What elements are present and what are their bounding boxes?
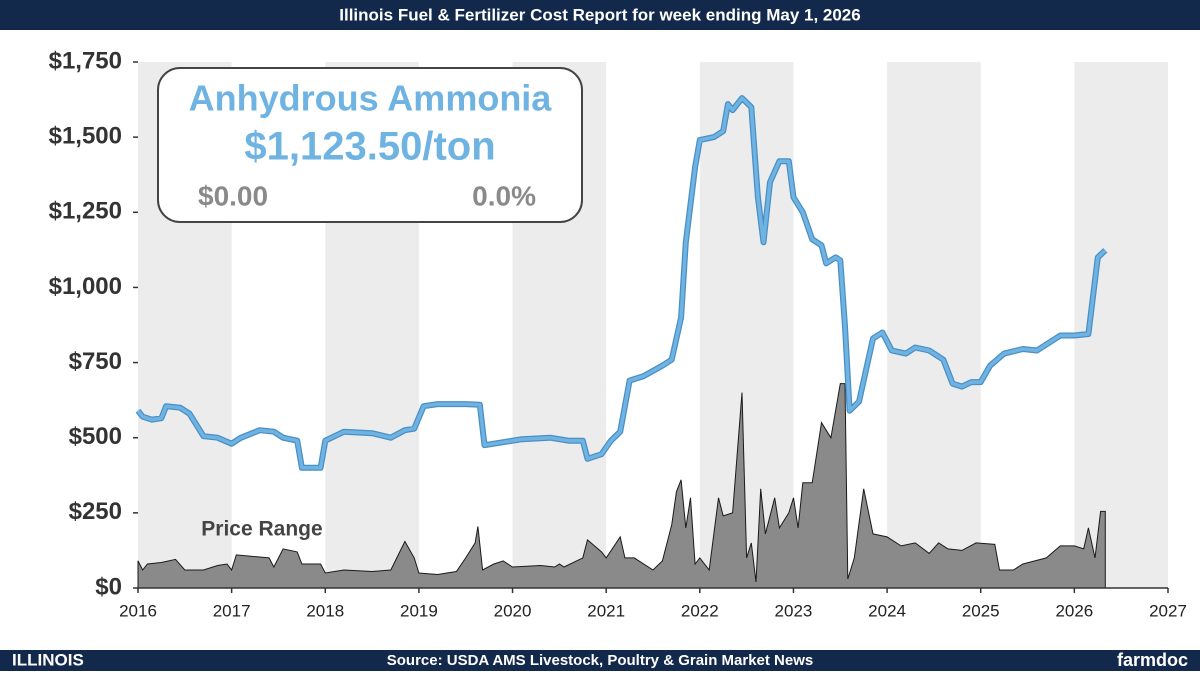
year-band — [699, 62, 794, 588]
x-tick-label: 2017 — [213, 601, 251, 620]
x-tick-label: 2027 — [1149, 601, 1187, 620]
x-tick-label: 2021 — [587, 601, 625, 620]
x-tick-label: 2020 — [494, 601, 532, 620]
x-tick-label: 2026 — [1055, 601, 1093, 620]
y-tick-label: $250 — [69, 498, 122, 525]
range-area — [137, 383, 1106, 589]
x-tick-label: 2024 — [868, 601, 906, 620]
y-tick-label: $500 — [69, 423, 122, 450]
plot: Price Range — [135, 95, 1108, 589]
y-tick-label: $1,500 — [49, 122, 122, 149]
change-label: $0.00 — [198, 180, 268, 211]
y-tick-label: $1,750 — [49, 47, 122, 74]
price-label: $1,123.50/ton — [244, 125, 495, 169]
x-tick-label: 2016 — [119, 601, 157, 620]
logo-left: ILLINOIS — [12, 650, 84, 669]
x-tick-label: 2025 — [962, 601, 1000, 620]
product-name: Anhydrous Ammonia — [189, 78, 553, 119]
y-tick-label: $0 — [95, 573, 122, 600]
source: Source: USDA AMS Livestock, Poultry & Gr… — [387, 652, 814, 669]
year-band — [887, 62, 981, 588]
x-tick-label: 2023 — [775, 601, 813, 620]
chart-title: Illinois Fuel & Fertilizer Cost Report f… — [339, 5, 860, 24]
footer-bar — [0, 650, 1200, 671]
area-label: Price Range — [201, 518, 322, 541]
price-line — [136, 96, 1107, 470]
y-tick-label: $750 — [69, 348, 122, 375]
y-tick-label: $1,000 — [49, 273, 122, 300]
box-frame — [157, 67, 583, 223]
x-tick-label: 2022 — [681, 601, 719, 620]
price-box: Anhydrous Ammonia $1,123.50/ton $0.00 0.… — [157, 67, 583, 223]
x-tick-label: 2019 — [400, 601, 438, 620]
title-bar — [0, 0, 1200, 30]
bands — [138, 62, 1168, 588]
y-tick-label: $1,250 — [49, 198, 122, 225]
x-tick-label: 2018 — [306, 601, 344, 620]
change-pct-label: 0.0% — [472, 180, 536, 211]
logo-right: farmdoc — [1117, 650, 1188, 670]
